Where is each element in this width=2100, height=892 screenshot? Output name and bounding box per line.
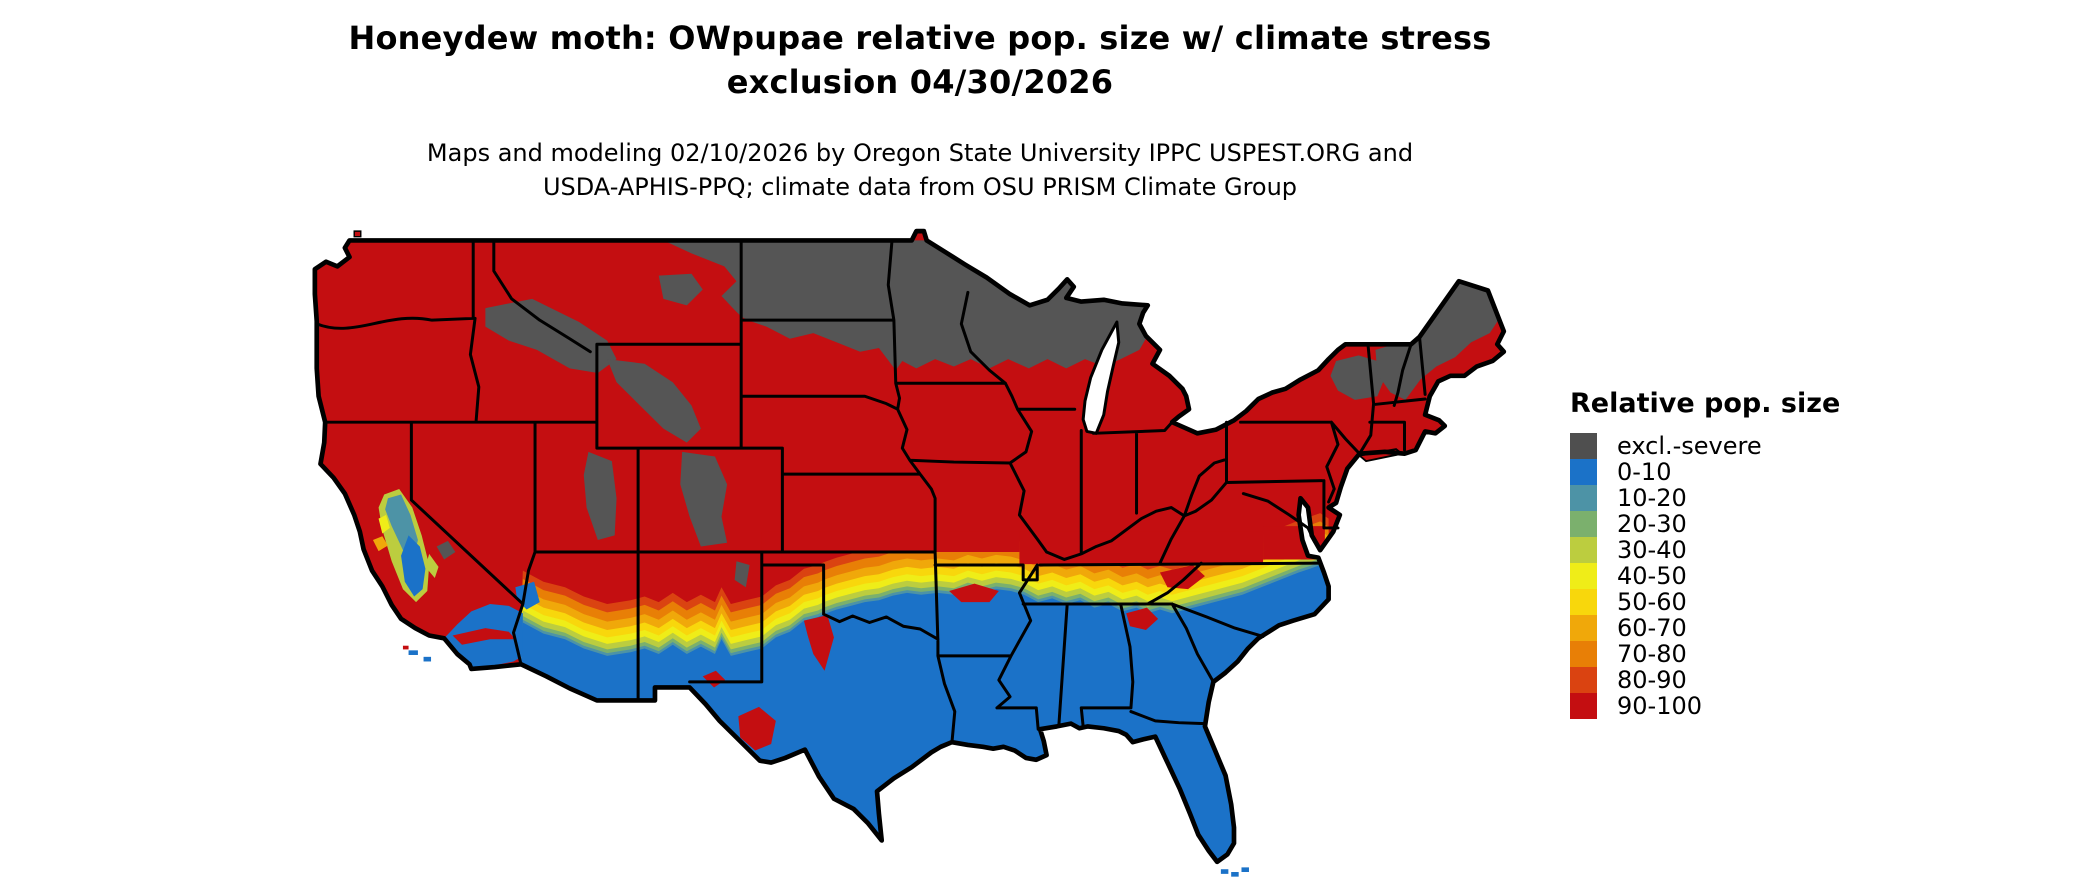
- legend-swatch: [1570, 563, 1597, 589]
- legend-item-label: 40-50: [1617, 562, 1687, 590]
- legend-title: Relative pop. size: [1570, 388, 1841, 419]
- legend-item-label: 70-80: [1617, 640, 1687, 668]
- legend-item: 90-100: [1570, 693, 1840, 719]
- legend-item-label: 90-100: [1617, 692, 1703, 720]
- legend-swatch: [1570, 589, 1597, 615]
- map-title-line2: exclusion 04/30/2026: [726, 63, 1114, 101]
- legend-item-label: excl.-severe: [1617, 432, 1762, 460]
- map-credits-line1: Maps and modeling 02/10/2026 by Oregon S…: [426, 139, 1414, 167]
- legend-swatch: [1570, 615, 1597, 641]
- lake-michigan: [1081, 320, 1121, 435]
- legend-swatch: [1570, 667, 1597, 693]
- legend-swatch: [1570, 537, 1597, 563]
- legend-item: 60-70: [1570, 615, 1840, 641]
- legend-items: excl.-severe 0-10 10-20 20-30 30-40 40-50 50-6…: [1570, 433, 1840, 719]
- legend: Relative pop. size excl.-severe 0-10 10-20…: [1570, 388, 1840, 719]
- legend-item-label: 80-90: [1617, 666, 1687, 694]
- legend-item: 0-10: [1570, 459, 1840, 485]
- legend-item-label: 50-60: [1617, 588, 1687, 616]
- map-credits-line2: USDA-APHIS-PPQ; climate data from OSU PR…: [542, 173, 1298, 201]
- map-title: Honeydew moth: OWpupae relative pop. siz…: [255, 16, 1585, 104]
- legend-swatch: [1570, 485, 1597, 511]
- legend-item: 10-20: [1570, 485, 1840, 511]
- legend-swatch: [1570, 433, 1597, 459]
- map-title-line1: Honeydew moth: OWpupae relative pop. siz…: [348, 19, 1492, 57]
- legend-swatch: [1570, 511, 1597, 537]
- legend-item-label: 30-40: [1617, 536, 1687, 564]
- legend-item-label: 10-20: [1617, 484, 1687, 512]
- legend-item: 40-50: [1570, 563, 1840, 589]
- legend-item: 70-80: [1570, 641, 1840, 667]
- legend-swatch: [1570, 459, 1597, 485]
- legend-item: 50-60: [1570, 589, 1840, 615]
- legend-swatch: [1570, 693, 1597, 719]
- legend-item: 30-40: [1570, 537, 1840, 563]
- legend-item: excl.-severe: [1570, 433, 1840, 459]
- state-borders: [315, 238, 1427, 744]
- us-choropleth-map: [298, 220, 1516, 877]
- legend-item-label: 0-10: [1617, 458, 1672, 486]
- legend-swatch: [1570, 641, 1597, 667]
- legend-item: 20-30: [1570, 511, 1840, 537]
- map-credits: Maps and modeling 02/10/2026 by Oregon S…: [255, 136, 1585, 204]
- legend-item-label: 60-70: [1617, 614, 1687, 642]
- legend-item-label: 20-30: [1617, 510, 1687, 538]
- us-map-container: [298, 220, 1516, 885]
- legend-item: 80-90: [1570, 667, 1840, 693]
